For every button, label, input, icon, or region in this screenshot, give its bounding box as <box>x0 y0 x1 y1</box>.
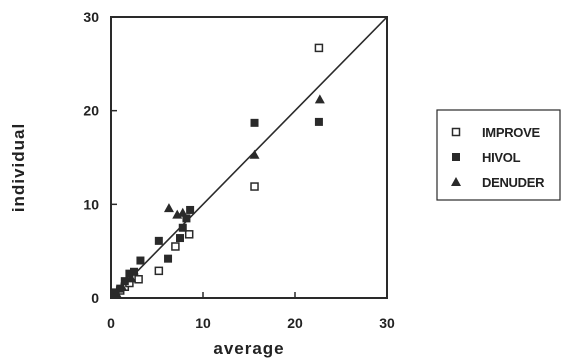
point-denuder <box>249 149 260 159</box>
point-denuder <box>111 288 122 298</box>
point-improve <box>154 266 164 276</box>
point-hivol <box>154 236 163 245</box>
legend: IMPROVE HIVOL DENUDER <box>436 109 561 201</box>
legend-marker-hivol <box>452 153 460 161</box>
point-improve <box>184 230 194 239</box>
legend-label-hivol: HIVOL <box>482 150 521 165</box>
point-denuder <box>126 273 137 283</box>
identity-line <box>110 16 388 299</box>
point-hivol <box>186 205 195 214</box>
y-axis-title: individual <box>9 123 28 212</box>
legend-label-improve: IMPROVE <box>482 125 540 140</box>
point-hivol <box>250 118 259 127</box>
point-hivol <box>182 214 191 223</box>
legend-label-denuder: DENUDER <box>482 175 545 190</box>
legend-box <box>436 109 561 201</box>
point-hivol <box>136 256 145 265</box>
x-axis-title: average <box>213 339 284 358</box>
y-tick-label: 0 <box>91 290 99 306</box>
y-tick-label: 30 <box>83 9 99 25</box>
legend-marker-improve <box>451 127 461 137</box>
plot-frame <box>110 16 388 299</box>
point-hivol <box>164 254 173 263</box>
point-hivol <box>176 234 184 243</box>
points-layer <box>111 43 325 299</box>
y-tick-label: 10 <box>83 196 99 212</box>
point-hivol <box>120 277 129 286</box>
point-hivol <box>314 117 323 126</box>
y-tick-label: 20 <box>83 103 99 119</box>
point-improve <box>134 275 143 284</box>
x-tick-label: 30 <box>379 315 395 331</box>
point-denuder <box>177 207 188 217</box>
point-hivol <box>178 223 187 232</box>
point-hivol <box>125 269 134 278</box>
point-denuder <box>117 281 128 291</box>
point-improve <box>314 43 324 53</box>
point-hivol <box>130 267 138 276</box>
point-denuder <box>163 203 174 213</box>
x-tick-label: 0 <box>107 315 115 331</box>
legend-marker-denuder <box>451 177 461 186</box>
point-denuder <box>314 94 325 104</box>
point-improve <box>250 182 259 191</box>
x-tick-label: 10 <box>195 315 211 331</box>
identity-line-layer <box>110 16 388 299</box>
x-tick-label: 20 <box>287 315 303 331</box>
point-improve <box>171 242 180 251</box>
ticks-layer: 0 10 20 30 0 10 20 30 <box>83 9 395 331</box>
